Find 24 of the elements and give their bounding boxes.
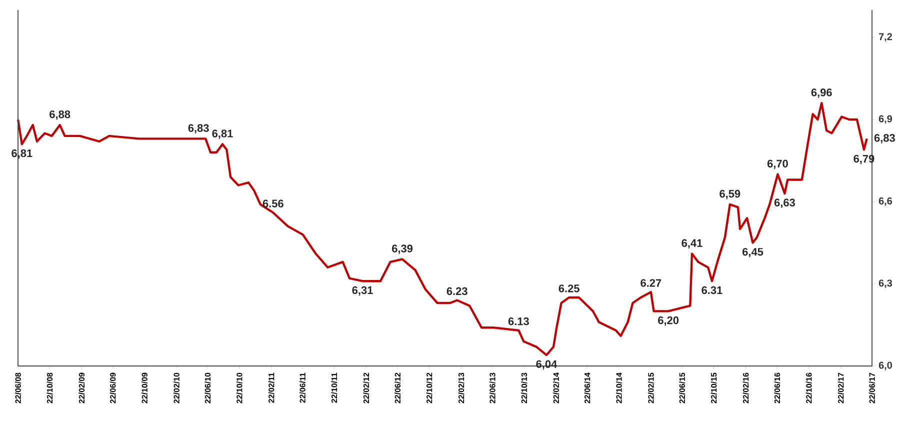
- annotation: 6,31: [352, 286, 373, 296]
- annotation: 6,59: [720, 190, 740, 200]
- y-tick-label: 7,2: [878, 33, 892, 42]
- annotation: 6,83: [874, 134, 895, 144]
- y-tick-label: 6,3: [878, 280, 892, 288]
- y-tick-label: 6,6: [878, 197, 892, 206]
- annotation: 6,83: [188, 124, 209, 134]
- annotation: 6.25: [558, 284, 580, 292]
- y-tick-label: 6,0: [878, 362, 892, 370]
- y-tick-label: 6,9: [878, 115, 892, 124]
- annotation: 6,96: [811, 88, 832, 98]
- annotation: 6,41: [682, 239, 702, 249]
- annotation: 6.13: [508, 317, 529, 326]
- annotation: 6,70: [767, 160, 788, 170]
- annotation: 6,88: [50, 110, 70, 120]
- annotation: 6.56: [262, 200, 284, 208]
- annotation: 6,20: [658, 316, 679, 326]
- annotation: 6.23: [446, 287, 468, 296]
- annotation: 6,45: [742, 248, 764, 258]
- annotation: 6,81: [212, 130, 233, 139]
- annotation: 6,63: [774, 198, 795, 208]
- annotation: 6.27: [640, 279, 662, 287]
- annotation: 6.31: [702, 286, 722, 294]
- annotation: 6,39: [392, 244, 413, 254]
